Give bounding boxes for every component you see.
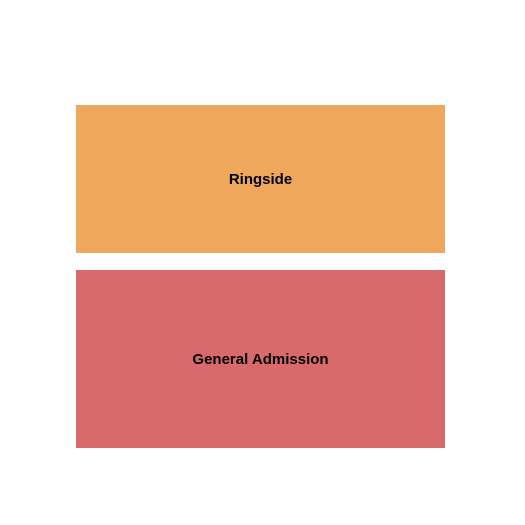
section-label-general-admission: General Admission (192, 351, 328, 368)
section-label-ringside: Ringside (229, 171, 292, 188)
section-general-admission[interactable]: General Admission (76, 270, 445, 448)
section-ringside[interactable]: Ringside (76, 105, 445, 253)
